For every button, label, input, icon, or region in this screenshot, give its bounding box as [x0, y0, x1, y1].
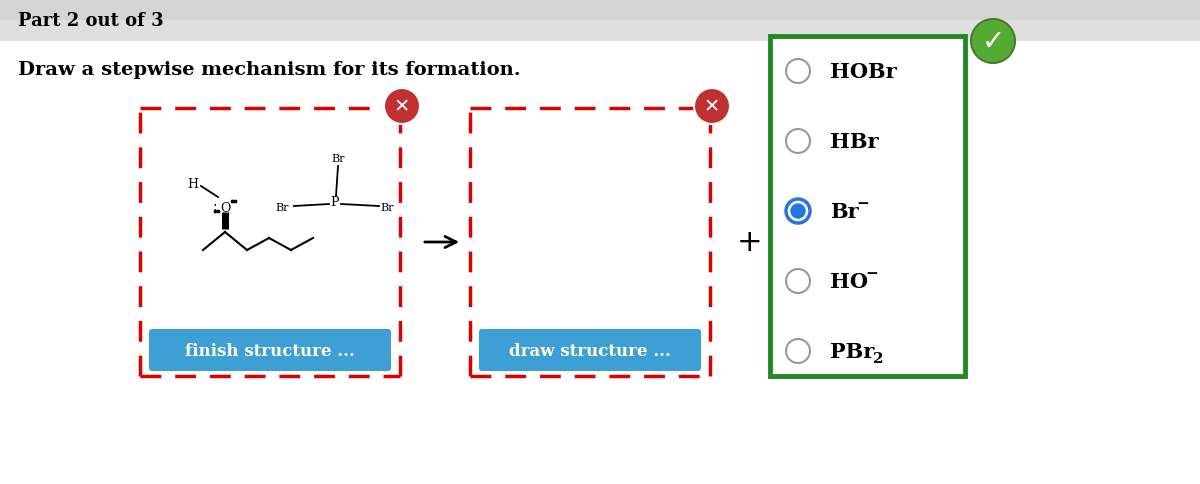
- Bar: [0, 0, 1200, 42]
- FancyBboxPatch shape: [149, 329, 391, 371]
- Circle shape: [384, 89, 420, 125]
- Text: P: P: [331, 196, 340, 209]
- Text: O: O: [220, 201, 230, 214]
- Text: PBr: PBr: [830, 341, 875, 361]
- Text: HOBr: HOBr: [830, 62, 896, 82]
- Bar: [470, 109, 710, 376]
- Circle shape: [694, 89, 730, 125]
- Circle shape: [786, 339, 810, 363]
- Text: ✕: ✕: [394, 97, 410, 116]
- Circle shape: [786, 60, 810, 84]
- Text: −: −: [865, 267, 877, 280]
- Text: :: :: [212, 199, 217, 213]
- Text: Br: Br: [830, 201, 859, 222]
- Text: Br: Br: [275, 203, 289, 212]
- Text: Br: Br: [380, 203, 394, 212]
- Circle shape: [791, 205, 805, 219]
- Text: Br: Br: [331, 154, 344, 164]
- Text: HBr: HBr: [830, 132, 878, 151]
- Text: H: H: [187, 177, 198, 190]
- Bar: [140, 109, 400, 376]
- Text: Part 2 out of 3: Part 2 out of 3: [18, 12, 163, 30]
- Text: finish structure ...: finish structure ...: [185, 342, 355, 359]
- Circle shape: [786, 130, 810, 154]
- Circle shape: [971, 20, 1015, 64]
- Text: ✓: ✓: [982, 28, 1004, 56]
- Text: draw structure ...: draw structure ...: [509, 342, 671, 359]
- Bar: [0, 21, 1200, 42]
- Bar: [770, 37, 965, 376]
- Text: HO: HO: [830, 272, 868, 291]
- Text: +: +: [737, 228, 763, 257]
- Text: ✕: ✕: [704, 97, 720, 116]
- Circle shape: [786, 270, 810, 293]
- Text: 2: 2: [874, 351, 883, 365]
- FancyBboxPatch shape: [479, 329, 701, 371]
- Circle shape: [786, 199, 810, 224]
- Text: Draw a stepwise mechanism for its formation.: Draw a stepwise mechanism for its format…: [18, 61, 521, 79]
- Text: −: −: [856, 197, 869, 211]
